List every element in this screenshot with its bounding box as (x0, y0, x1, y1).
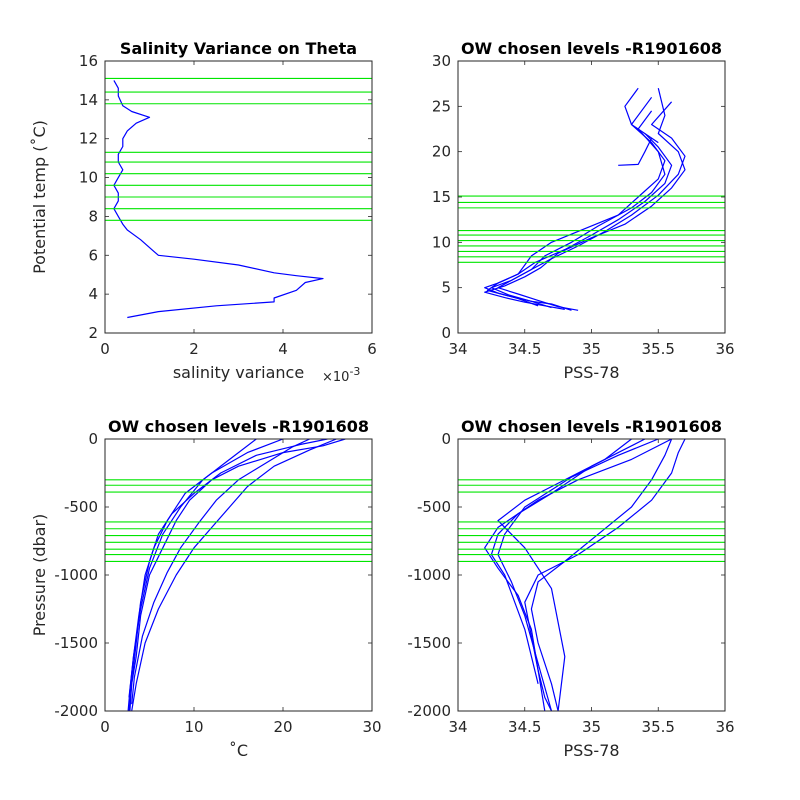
axes-border (104, 60, 373, 334)
chart-panel-4: 34 34.5 35 35.5 36 -2000 -1500 -1000 -500 0 OW cho… (407, 417, 734, 760)
y-tick-label: 16 (79, 52, 98, 70)
y-tick-label: -500 (417, 498, 451, 516)
x-tick-label: 20 (273, 718, 292, 736)
x-axis-label: PSS-78 (563, 741, 619, 760)
plot-area (458, 87, 725, 311)
x-exponent-power: -3 (349, 365, 360, 378)
y-tick-label: -2000 (407, 702, 451, 720)
x-tick-label: 34.5 (508, 340, 541, 358)
profile-line-6 (618, 137, 653, 166)
x-axis-label: salinity variance (173, 363, 304, 382)
y-tick-label: 30 (432, 52, 451, 70)
profile-line-5 (484, 133, 673, 307)
y-axis-label: Pressure (dbar) (30, 514, 49, 637)
chart-title: OW chosen levels -R1901608 (461, 39, 722, 58)
x-tick-label: 2 (189, 340, 199, 358)
x-tick-label: 36 (715, 340, 734, 358)
y-tick-label: -2000 (54, 702, 98, 720)
x-tick-label: 0 (100, 718, 110, 736)
y-tick-label: 10 (432, 233, 451, 251)
x-tick-label: 35 (582, 718, 601, 736)
y-tick-label: -1500 (407, 634, 451, 652)
y-tick-label: -1000 (407, 566, 451, 584)
x-tick-label: 36 (715, 718, 734, 736)
plot-area (458, 439, 725, 711)
x-axis-label: PSS-78 (563, 363, 619, 382)
profile-line-3 (497, 439, 659, 711)
y-tick-label: -1500 (54, 634, 98, 652)
x-tick-label: 35.5 (642, 340, 675, 358)
x-tick-label: 34 (448, 340, 467, 358)
chart-panel-2: 34 34.5 35 35.5 36 0 5 10 15 20 25 30 OW chosen leve… (432, 39, 735, 382)
chart-title: Salinity Variance on Theta (120, 39, 357, 58)
x-exponent-label: ×10-3 (322, 365, 360, 385)
y-tick-label: 15 (432, 188, 451, 206)
y-tick-label: 5 (441, 279, 451, 297)
profile-line-3 (490, 101, 686, 309)
profile-line-4 (497, 110, 666, 311)
x-tick-label: 35.5 (642, 718, 675, 736)
profile-line-7 (624, 87, 659, 144)
y-tick-label: 25 (432, 97, 451, 115)
y-tick-label: 6 (88, 246, 98, 264)
chart-title: OW chosen levels -R1901608 (108, 417, 369, 436)
x-tick-label: 6 (367, 340, 377, 358)
y-tick-label: 12 (79, 130, 98, 148)
x-axis-label: ˚C (229, 741, 248, 760)
x-tick-label: 35 (582, 340, 601, 358)
axes-frame (457, 60, 726, 334)
plot-area (105, 77, 372, 319)
chart-title: OW chosen levels -R1901608 (461, 417, 722, 436)
y-axis-label: Potential temp (˚C) (30, 120, 49, 274)
profile-line-6 (497, 439, 632, 711)
y-tick-label: 10 (79, 169, 98, 187)
y-tick-label: 2 (88, 324, 98, 342)
y-tick-label: 0 (88, 430, 98, 448)
x-tick-label: 10 (184, 718, 203, 736)
x-tick-label: 0 (100, 340, 110, 358)
y-tick-label: 8 (88, 207, 98, 225)
x-tick-label: 34 (448, 718, 467, 736)
profile-line-2 (484, 439, 672, 711)
y-tick-label: -500 (64, 498, 98, 516)
plot-area (105, 439, 372, 711)
profile-line-5 (490, 439, 646, 684)
y-tick-label: 4 (88, 285, 98, 303)
x-tick-label: 4 (278, 340, 288, 358)
x-tick-label: 34.5 (508, 718, 541, 736)
x-tick-label: 30 (362, 718, 381, 736)
y-tick-label: 0 (441, 430, 451, 448)
profile-line-4 (131, 439, 337, 711)
chart-panel-3: 0 10 20 30 -2000 -1500 -1000 -500 0 OW chosen lev… (30, 417, 382, 760)
y-tick-label: 14 (79, 91, 98, 109)
profile-line-1 (113, 80, 324, 319)
y-tick-label: 0 (441, 324, 451, 342)
y-tick-label: -1000 (54, 566, 98, 584)
profile-line-5 (128, 439, 257, 698)
y-tick-label: 20 (432, 143, 451, 161)
